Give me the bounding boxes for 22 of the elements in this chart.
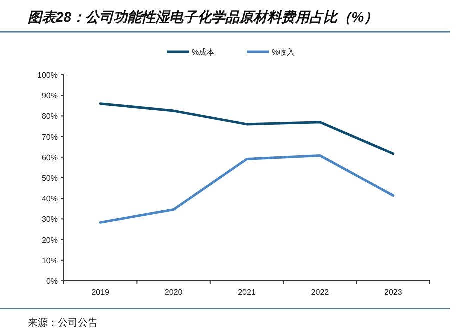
y-tick-label: 50% [42,174,58,183]
line-series [99,154,395,224]
y-tick-label: 10% [42,256,58,266]
y-tick-label: 100% [38,71,58,80]
y-tick-label: 90% [42,92,58,101]
x-tick-label: 2019 [92,288,110,297]
line-series [99,102,395,156]
chart-title: 图表28：公司功能性湿电子化学品原材料费用占比（%） [28,9,378,25]
y-tick-label: 30% [42,215,58,224]
y-tick-label: 70% [42,132,58,142]
x-tick-label: 2020 [164,288,184,297]
legend-label: %收入 [272,48,296,57]
y-tick-label: 0% [46,277,58,286]
y-tick-label: 40% [42,194,58,204]
y-tick-label: 20% [42,236,58,245]
legend-label: %成本 [192,48,216,57]
x-tick-label: 2022 [311,288,330,297]
y-tick-label: 80% [42,112,58,122]
y-tick-label: 60% [42,153,58,162]
x-tick-label: 2023 [384,288,403,297]
source-note: 来源：公司公告 [28,317,98,329]
x-tick-label: 2021 [238,288,256,297]
